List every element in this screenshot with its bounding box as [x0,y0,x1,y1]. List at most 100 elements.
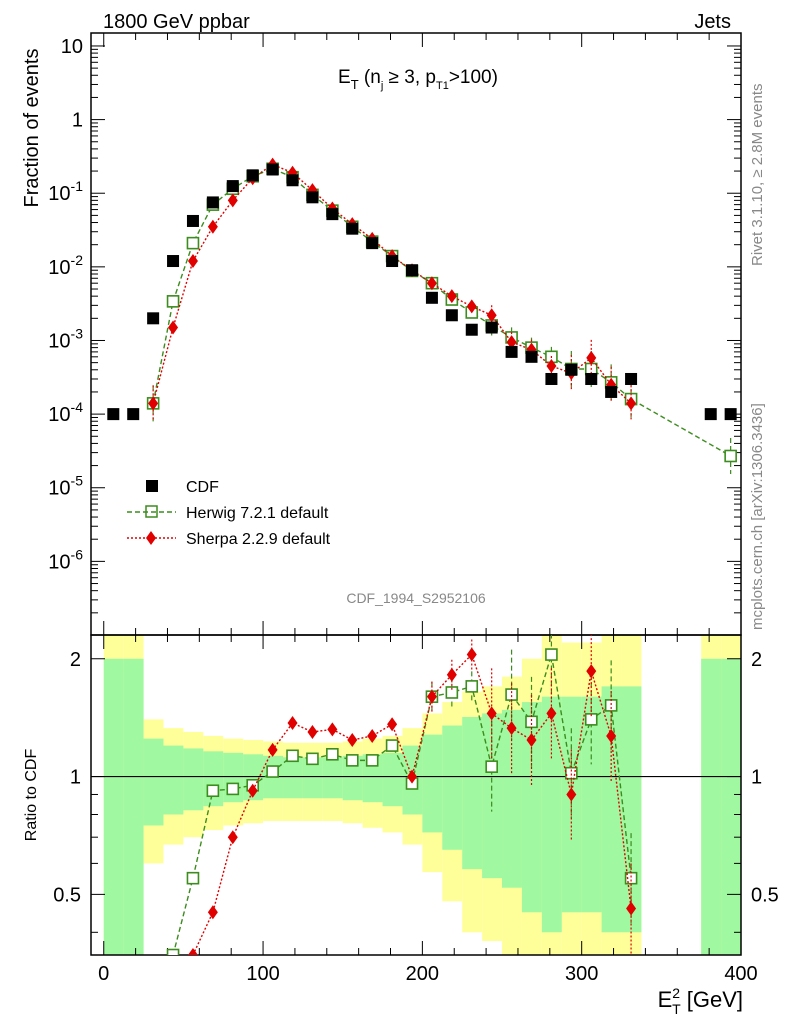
herwig-main-point [166,295,180,308]
herwig-ratio-point [545,648,558,661]
legend-sherpa-marker [146,531,156,545]
cdf-point [625,372,638,385]
cdf-point [525,350,538,363]
rivet-version-text: Rivet 3.1.10, ≥ 2.8M events [749,84,766,267]
mcplots-text: mcplots.cern.ch [arXiv:1306.3436] [749,403,766,630]
cdf-point [346,222,359,235]
sherpa-ratio-point [187,948,198,955]
ylabel-main: Fraction of events [21,49,43,208]
cdf-point [605,385,618,398]
ratio-band-green [382,752,403,807]
sherpa-main-point [207,219,218,234]
herwig-ratio-point [445,686,459,699]
cdf-point [445,309,458,322]
x-tick-label: 300 [565,963,598,985]
ratio-band-green [422,734,443,833]
cdf-point [186,214,199,227]
ratio-band-green [621,686,642,933]
sherpa-ratio-point [407,769,418,784]
cdf-point [406,264,419,277]
sherpa-ratio-point [207,905,218,920]
cdf-point [246,169,259,182]
x-tick-label: 400 [724,963,757,985]
ratio-y-tick-label-right: 2 [751,649,762,671]
ratio-band-green [541,696,562,933]
cdf-point [366,237,379,250]
main-y-tick-label: 10-6 [48,546,83,573]
sherpa-ratio-point [526,733,537,748]
cdf-point [127,408,140,421]
ratio-band-green [143,738,164,826]
sherpa-ratio-point [606,728,617,743]
ratio-band-green [502,709,522,888]
x-tick-label: 100 [246,963,279,985]
sherpa-main-point [426,276,437,291]
sherpa-ratio-point [566,787,577,802]
ratio-y-tick-label-right: 1 [751,767,762,789]
plot-content: 10-6 10-5 10-4 10-3 10-2 10-1 1 10 0.5 0.5 1 1 2 2 0 10… [48,32,779,985]
sherpa-ratio-point [267,742,278,757]
herwig-main-point [186,236,200,250]
sherpa-main-line [152,163,632,404]
ratio-y-tick-label: 0.5 [53,884,81,906]
herwig-ratio-point [604,699,618,712]
cdf-point [306,191,319,204]
sherpa-ratio-point [506,721,517,736]
ratio-band-green [163,745,184,815]
cdf-point [226,180,239,193]
cdf-point [505,345,518,358]
ratio-band-green [462,716,483,870]
sherpa-main-point [227,193,238,208]
legend-cdf-marker [146,480,158,492]
header-right: Jets [694,11,731,33]
herwig-ratio-point [326,747,339,761]
sherpa-ratio-point [367,728,378,743]
main-y-tick-label: 10-2 [48,252,83,279]
sherpa-ratio-line [192,653,632,955]
cdf-point [565,363,578,376]
cdf-point [266,163,279,176]
sherpa-ratio-point [247,783,258,798]
ratio-band-green [123,658,144,955]
herwig-ratio-point [226,782,240,796]
ratio-band-green [521,702,542,913]
legend-cdf-label: CDF [186,479,219,496]
x-tick-label: 200 [406,963,439,985]
sherpa-main-point [168,320,179,335]
cdf-point [585,372,598,385]
ratio-band-green [721,658,741,955]
sherpa-main-point [187,254,198,269]
legend: CDF Herwig 7.2.1 default Sherpa 2.2.9 de… [127,479,331,548]
ratio-band-green [302,757,323,799]
ratio-band-green [183,748,204,811]
cdf-point [545,372,558,385]
cdf-point [485,321,498,334]
herwig-ratio-point [485,760,498,773]
plot-title: ET (nj ≥ 3, pT1>100) [338,67,498,92]
ylabel-ratio: Ratio to CDF [23,749,40,842]
ratio-band-green [701,658,722,955]
x-tick-label: 0 [98,963,109,985]
ratio-y-tick-label: 1 [70,767,81,789]
xlabel: E2 T [GeV] [658,985,743,1017]
herwig-ratio-point [266,765,279,778]
ratio-band-green [342,755,363,801]
herwig-ratio-point [345,754,359,767]
sherpa-ratio-point [426,689,437,704]
ratio-band-green [282,757,303,799]
sherpa-ratio-point [486,706,497,721]
sherpa-main-point [486,308,497,323]
herwig-ratio-point [505,688,518,701]
herwig-ratio-point [365,754,379,767]
sherpa-ratio-point [586,664,597,679]
sherpa-ratio-point [466,647,477,662]
cdf-point [167,255,180,268]
sherpa-main-point [546,359,557,374]
main-plot-area [107,157,737,474]
ratio-band-green [322,757,343,799]
main-y-tick-label: 10-3 [48,325,83,352]
sherpa-main-point [626,396,637,411]
herwig-ratio-point [385,739,399,752]
main-y-tick-label: 10 [61,36,83,58]
